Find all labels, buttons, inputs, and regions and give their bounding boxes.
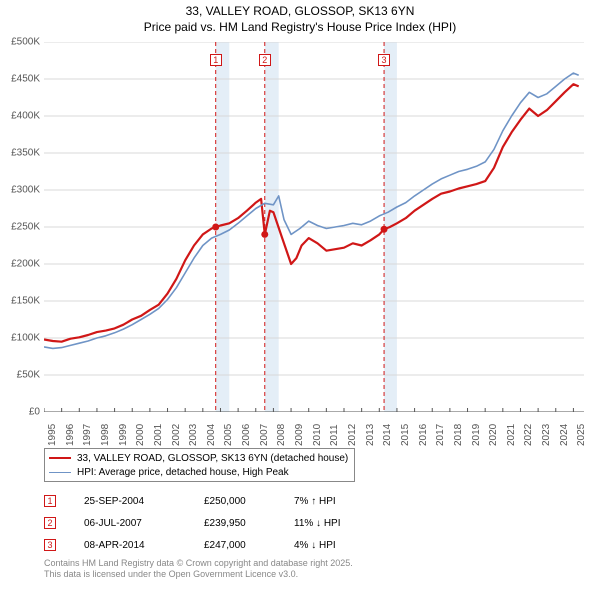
transaction-delta: 7% ↑ HPI: [294, 496, 404, 507]
transaction-marker-num: 1: [44, 495, 56, 507]
x-axis-label: 2007: [259, 424, 270, 446]
x-axis-label: 2011: [329, 424, 340, 446]
x-axis-label: 1996: [65, 424, 76, 446]
x-axis-label: 2005: [223, 424, 234, 446]
x-axis-label: 2003: [188, 424, 199, 446]
transactions-table: 1 25-SEP-2004£250,0007% ↑ HPI 2 06-JUL-2007…: [44, 490, 404, 556]
y-axis-label: £500K: [0, 37, 40, 48]
x-axis-label: 2008: [276, 424, 287, 446]
y-axis-label: £100K: [0, 333, 40, 344]
attribution-line1: Contains HM Land Registry data © Crown c…: [44, 558, 353, 569]
transaction-delta: 11% ↓ HPI: [294, 518, 404, 529]
chart-container: 33, VALLEY ROAD, GLOSSOP, SK13 6YN Price…: [0, 0, 600, 590]
x-axis-label: 2006: [241, 424, 252, 446]
x-axis-label: 2010: [312, 424, 323, 446]
chart-marker-3: 3: [378, 54, 390, 66]
x-axis-label: 2014: [382, 424, 393, 446]
x-axis-label: 2001: [153, 424, 164, 446]
x-axis-label: 2002: [171, 424, 182, 446]
transaction-date: 25-SEP-2004: [84, 496, 204, 507]
attribution-line2: This data is licensed under the Open Gov…: [44, 569, 353, 580]
legend-item: 33, VALLEY ROAD, GLOSSOP, SK13 6YN (deta…: [49, 451, 348, 465]
transaction-price: £250,000: [204, 496, 294, 507]
y-axis-label: £150K: [0, 296, 40, 307]
x-axis-label: 1997: [82, 424, 93, 446]
transaction-marker-num: 2: [44, 517, 56, 529]
chart-plot-area: £0£50K£100K£150K£200K£250K£300K£350K£400…: [44, 42, 584, 412]
transaction-row: 2 06-JUL-2007£239,95011% ↓ HPI: [44, 512, 404, 534]
chart-marker-1: 1: [210, 54, 222, 66]
legend-item: HPI: Average price, detached house, High…: [49, 465, 348, 479]
legend-swatch: [49, 457, 71, 459]
y-axis-label: £450K: [0, 74, 40, 85]
x-axis-label: 2019: [471, 424, 482, 446]
x-axis-label: 2013: [365, 424, 376, 446]
transaction-delta: 4% ↓ HPI: [294, 540, 404, 551]
chart-marker-2: 2: [259, 54, 271, 66]
x-axis-label: 2018: [453, 424, 464, 446]
x-axis-label: 1999: [118, 424, 129, 446]
x-axis-label: 2017: [435, 424, 446, 446]
x-axis-label: 1995: [47, 424, 58, 446]
x-axis-label: 2009: [294, 424, 305, 446]
y-axis-label: £400K: [0, 111, 40, 122]
line-chart-svg: [44, 42, 584, 412]
chart-title: 33, VALLEY ROAD, GLOSSOP, SK13 6YN Price…: [0, 0, 600, 35]
y-axis-label: £200K: [0, 259, 40, 270]
y-axis-label: £300K: [0, 185, 40, 196]
x-axis-label: 2015: [400, 424, 411, 446]
x-axis-label: 2025: [576, 424, 587, 446]
x-axis-label: 2020: [488, 424, 499, 446]
legend-label: HPI: Average price, detached house, High…: [77, 467, 289, 478]
transaction-date: 08-APR-2014: [84, 540, 204, 551]
x-axis-label: 2000: [135, 424, 146, 446]
y-axis-label: £350K: [0, 148, 40, 159]
y-axis-label: £250K: [0, 222, 40, 233]
title-subtitle: Price paid vs. HM Land Registry's House …: [0, 20, 600, 36]
transaction-date: 06-JUL-2007: [84, 518, 204, 529]
transaction-price: £247,000: [204, 540, 294, 551]
transaction-row: 3 08-APR-2014£247,0004% ↓ HPI: [44, 534, 404, 556]
x-axis-label: 2021: [506, 424, 517, 446]
x-axis-label: 2024: [559, 424, 570, 446]
transaction-row: 1 25-SEP-2004£250,0007% ↑ HPI: [44, 490, 404, 512]
legend: 33, VALLEY ROAD, GLOSSOP, SK13 6YN (deta…: [44, 448, 355, 482]
x-axis-label: 2012: [347, 424, 358, 446]
x-axis-label: 2004: [206, 424, 217, 446]
title-address: 33, VALLEY ROAD, GLOSSOP, SK13 6YN: [0, 4, 600, 20]
y-axis-label: £50K: [0, 370, 40, 381]
x-axis-label: 2016: [418, 424, 429, 446]
x-axis-label: 2023: [541, 424, 552, 446]
attribution-text: Contains HM Land Registry data © Crown c…: [44, 558, 353, 581]
y-axis-label: £0: [0, 407, 40, 418]
legend-label: 33, VALLEY ROAD, GLOSSOP, SK13 6YN (deta…: [77, 453, 348, 464]
legend-swatch: [49, 472, 71, 473]
transaction-marker-num: 3: [44, 539, 56, 551]
transaction-price: £239,950: [204, 518, 294, 529]
x-axis-label: 2022: [523, 424, 534, 446]
x-axis-label: 1998: [100, 424, 111, 446]
